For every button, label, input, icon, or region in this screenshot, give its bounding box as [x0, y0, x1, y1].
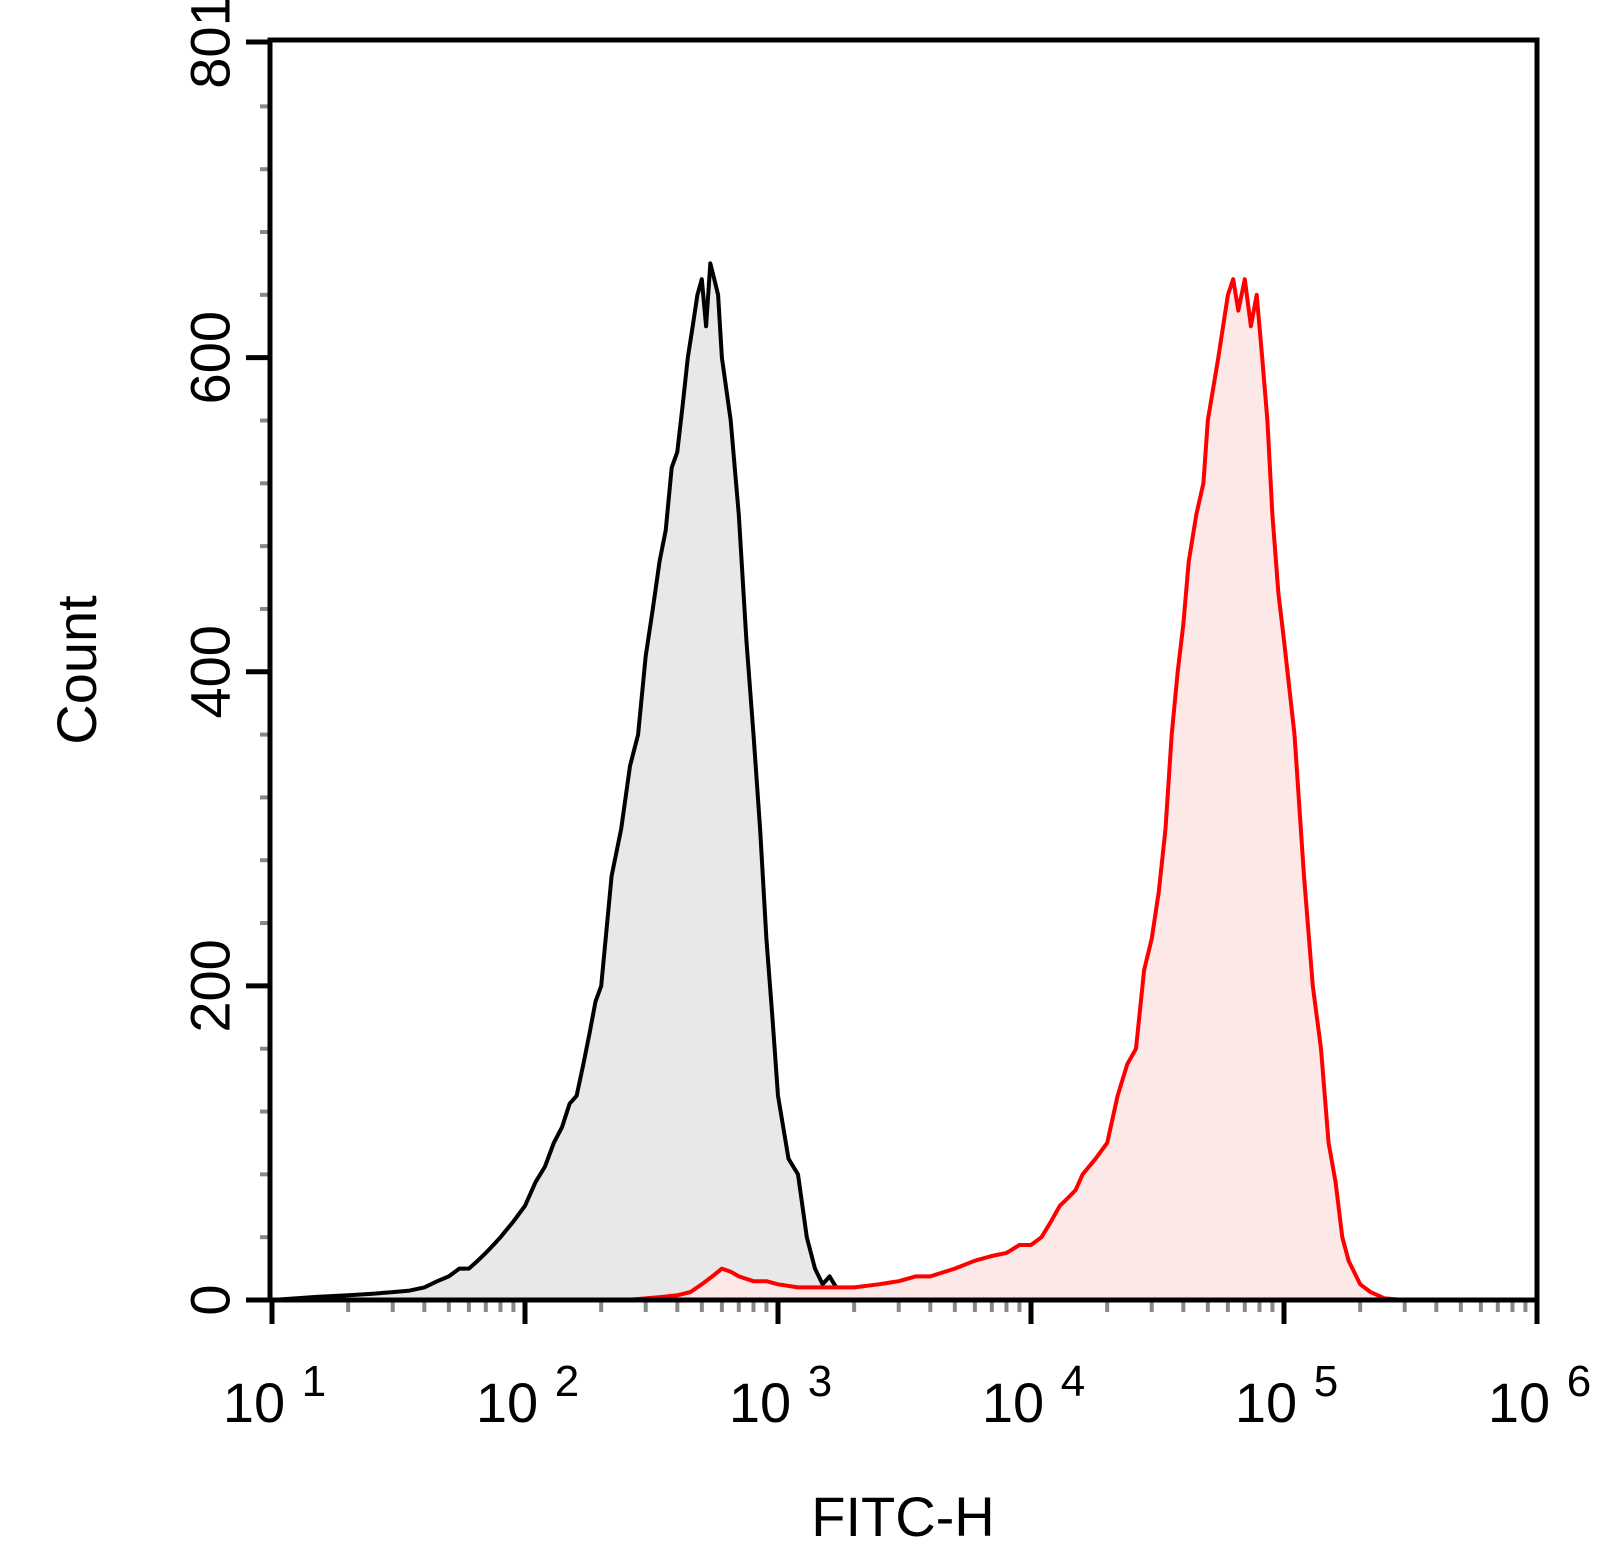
x-axis-title: FITC-H: [811, 1485, 995, 1548]
x-tick-label: 10: [1235, 1371, 1297, 1434]
major-ticks: [246, 39, 1540, 1324]
series-1-line: [271, 261, 1031, 1302]
x-tick-exponent: 5: [1314, 1357, 1338, 1406]
series-layer: [271, 261, 1537, 1302]
x-tick-exponent: 2: [555, 1357, 579, 1406]
x-tick-exponent: 4: [1061, 1357, 1085, 1406]
y-tick-label: 600: [179, 311, 242, 404]
tick-labels: 10 1 10 2 10 3 10 4 10 5 10 6 0 200 400 600 801: [179, 0, 1592, 1434]
x-tick-label: 10: [1488, 1371, 1550, 1434]
y-tick-label: 200: [179, 939, 242, 1032]
plot-frame: [267, 37, 1540, 1303]
minor-ticks: [260, 104, 1528, 1312]
y-tick-label: 0: [179, 1284, 242, 1315]
x-tick-exponent: 6: [1567, 1357, 1591, 1406]
y-tick-label: 400: [179, 625, 242, 718]
x-tick-label: 10: [729, 1371, 791, 1434]
y-axis-title: Count: [45, 595, 108, 745]
series-1-fill: [272, 263, 1031, 1300]
series-2-line: [525, 277, 1537, 1302]
series-2-fill: [525, 279, 1537, 1300]
x-tick-label: 10: [982, 1371, 1044, 1434]
x-tick-label: 10: [223, 1371, 285, 1434]
y-tick-label: 801: [179, 0, 242, 89]
x-tick-exponent: 1: [302, 1357, 326, 1406]
x-tick-exponent: 3: [808, 1357, 832, 1406]
x-tick-label: 10: [476, 1371, 538, 1434]
